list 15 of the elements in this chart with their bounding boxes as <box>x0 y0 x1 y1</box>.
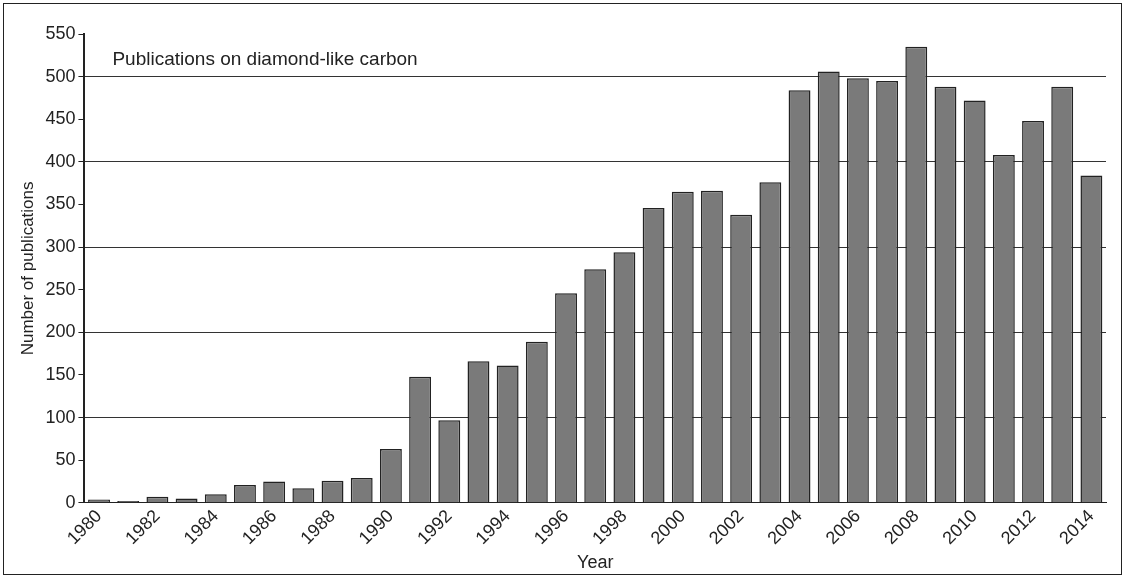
x-axis-title: Year <box>577 552 614 573</box>
y-tick-label: 0 <box>65 491 76 512</box>
y-tick-label: 500 <box>45 65 76 86</box>
text: Publications on diamond-like carbon <box>112 48 418 70</box>
y-tick-label: 100 <box>45 406 76 427</box>
y-tick-label: 250 <box>45 278 76 299</box>
y-tick-label: 550 <box>45 22 76 43</box>
y-tick-label: 300 <box>45 236 76 257</box>
y-tick-label: 50 <box>55 449 76 470</box>
y-tick-label: 450 <box>45 108 76 129</box>
y-tick-label: 400 <box>45 150 76 171</box>
y-axis-title: Number of publications <box>17 181 37 356</box>
y-tick-label: 350 <box>45 193 76 214</box>
y-tick-label: 150 <box>45 363 76 384</box>
y-tick-label: 200 <box>45 321 76 342</box>
